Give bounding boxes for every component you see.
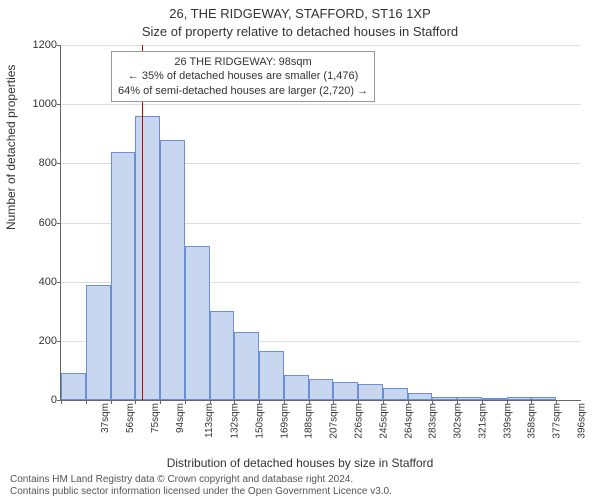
- histogram-bar: [86, 285, 111, 400]
- y-tick-label: 400: [17, 276, 57, 288]
- x-tick-mark: [309, 400, 310, 404]
- x-tick-mark: [507, 400, 508, 404]
- histogram-bar: [457, 397, 482, 400]
- x-tick-label: 245sqm: [378, 403, 389, 439]
- chart-container: 26, THE RIDGEWAY, STAFFORD, ST16 1XP Siz…: [0, 0, 600, 500]
- histogram-bar: [432, 397, 457, 400]
- histogram-bar: [111, 152, 136, 401]
- histogram-bar: [383, 388, 408, 400]
- chart-subtitle: Size of property relative to detached ho…: [0, 24, 600, 39]
- annotation-line: 64% of semi-detached houses are larger (…: [118, 84, 368, 98]
- x-tick-label: 113sqm: [204, 403, 215, 438]
- histogram-bar: [507, 397, 532, 400]
- histogram-bar: [482, 398, 507, 400]
- x-tick-mark: [160, 400, 161, 404]
- x-tick-label: 150sqm: [255, 403, 266, 439]
- x-tick-mark: [333, 400, 334, 404]
- x-tick-label: 339sqm: [502, 403, 513, 439]
- x-tick-label: 302sqm: [453, 403, 464, 439]
- attribution-line: Contains HM Land Registry data © Crown c…: [10, 474, 392, 486]
- histogram-bar: [185, 246, 210, 400]
- x-tick-mark: [358, 400, 359, 404]
- x-tick-mark: [531, 400, 532, 404]
- annotation-line: ← 35% of detached houses are smaller (1,…: [118, 69, 368, 83]
- x-tick-mark: [185, 400, 186, 404]
- plot-area: 02004006008001000120037sqm56sqm75sqm94sq…: [60, 45, 581, 401]
- gridline: [61, 104, 581, 105]
- attribution-text: Contains HM Land Registry data © Crown c…: [10, 474, 392, 498]
- x-tick-mark: [61, 400, 62, 404]
- x-tick-mark: [556, 400, 557, 404]
- x-axis-label: Distribution of detached houses by size …: [0, 456, 600, 470]
- attribution-line: Contains public sector information licen…: [10, 486, 392, 498]
- x-tick-label: 358sqm: [527, 403, 538, 439]
- y-tick-label: 0: [17, 394, 57, 406]
- x-tick-mark: [457, 400, 458, 404]
- x-tick-mark: [383, 400, 384, 404]
- x-tick-mark: [482, 400, 483, 404]
- x-tick-label: 396sqm: [576, 403, 587, 439]
- y-tick-mark: [57, 282, 61, 283]
- x-tick-label: 75sqm: [150, 403, 161, 433]
- x-tick-label: 264sqm: [403, 403, 414, 439]
- x-tick-label: 321sqm: [477, 403, 488, 439]
- histogram-bar: [61, 373, 86, 400]
- histogram-bar: [531, 397, 556, 400]
- y-tick-label: 1000: [17, 98, 57, 110]
- gridline: [61, 45, 581, 46]
- histogram-bar: [259, 351, 284, 400]
- x-tick-label: 188sqm: [304, 403, 315, 439]
- y-tick-label: 600: [17, 217, 57, 229]
- x-tick-label: 56sqm: [125, 403, 136, 433]
- histogram-bar: [160, 140, 185, 400]
- x-tick-label: 283sqm: [428, 403, 439, 439]
- y-tick-mark: [57, 223, 61, 224]
- x-tick-mark: [432, 400, 433, 404]
- x-tick-label: 377sqm: [552, 403, 563, 439]
- histogram-bar: [135, 116, 160, 400]
- histogram-bar: [234, 332, 259, 400]
- y-tick-mark: [57, 341, 61, 342]
- histogram-bar: [408, 393, 433, 400]
- histogram-bar: [358, 384, 383, 400]
- x-tick-mark: [408, 400, 409, 404]
- histogram-bar: [284, 375, 309, 400]
- annotation-line: 26 THE RIDGEWAY: 98sqm: [118, 55, 368, 69]
- annotation-box: 26 THE RIDGEWAY: 98sqm← 35% of detached …: [111, 51, 375, 102]
- x-tick-label: 37sqm: [100, 403, 111, 433]
- x-tick-mark: [234, 400, 235, 404]
- histogram-bar: [210, 311, 235, 400]
- x-tick-label: 132sqm: [230, 403, 241, 439]
- y-tick-label: 200: [17, 335, 57, 347]
- x-tick-mark: [86, 400, 87, 404]
- histogram-bar: [309, 379, 334, 400]
- x-tick-mark: [210, 400, 211, 404]
- histogram-bar: [333, 382, 358, 400]
- y-axis-label: Number of detached properties: [4, 65, 18, 230]
- x-tick-mark: [284, 400, 285, 404]
- page-title: 26, THE RIDGEWAY, STAFFORD, ST16 1XP: [0, 6, 600, 21]
- y-tick-mark: [57, 45, 61, 46]
- y-tick-mark: [57, 104, 61, 105]
- x-tick-label: 226sqm: [354, 403, 365, 439]
- x-tick-mark: [259, 400, 260, 404]
- x-tick-label: 207sqm: [329, 403, 340, 439]
- y-tick-label: 1200: [17, 39, 57, 51]
- x-tick-label: 169sqm: [279, 403, 290, 439]
- x-tick-mark: [111, 400, 112, 404]
- y-tick-label: 800: [17, 157, 57, 169]
- x-tick-label: 94sqm: [175, 403, 186, 433]
- y-tick-mark: [57, 163, 61, 164]
- x-tick-mark: [135, 400, 136, 404]
